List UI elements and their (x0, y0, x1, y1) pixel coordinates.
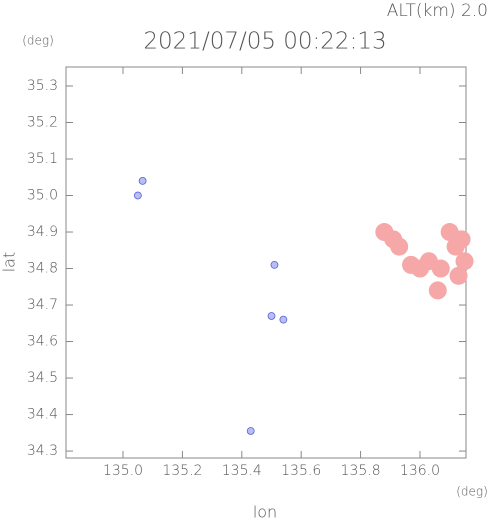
chart-title: 2021/07/05 00:22:13 (143, 29, 386, 55)
x-tick-label: 135.0 (103, 463, 143, 479)
y-tick-label: 34.8 (27, 261, 58, 277)
echo (267, 312, 276, 320)
y-tick-label: 35.3 (27, 78, 58, 94)
echo (431, 259, 450, 278)
y-tick-label: 35.1 (27, 151, 58, 167)
y-unit: (deg) (22, 34, 54, 48)
y-tick-label: 34.5 (27, 370, 58, 386)
x-axis-label: lon (253, 503, 277, 521)
y-tick-label: 35.2 (27, 114, 58, 130)
echo (246, 427, 255, 435)
echo (428, 281, 447, 300)
y-axis-label: lat (0, 252, 19, 273)
altitude-label: ALT(km) 2.0 (387, 1, 488, 21)
echo (133, 191, 142, 200)
x-tick-label: 135.2 (162, 463, 202, 479)
echo (449, 266, 468, 285)
echo (452, 230, 471, 249)
y-tick-label: 35.0 (27, 188, 58, 204)
y-tick-label: 34.7 (27, 297, 58, 313)
x-tick-label: 135.4 (222, 463, 262, 479)
y-tick-label: 34.9 (27, 224, 58, 240)
echo (390, 237, 409, 256)
echo (138, 177, 147, 185)
y-tick-label: 34.4 (27, 407, 58, 423)
y-tick-label: 34.6 (27, 334, 58, 350)
echo (279, 315, 288, 324)
echo (455, 252, 474, 271)
x-tick-label: 135.6 (281, 463, 321, 479)
x-unit: (deg) (456, 485, 488, 499)
echo (270, 260, 279, 269)
y-tick-label: 34.3 (27, 443, 58, 459)
x-tick-label: 135.8 (341, 463, 381, 479)
x-tick-label: 136.0 (400, 463, 440, 479)
